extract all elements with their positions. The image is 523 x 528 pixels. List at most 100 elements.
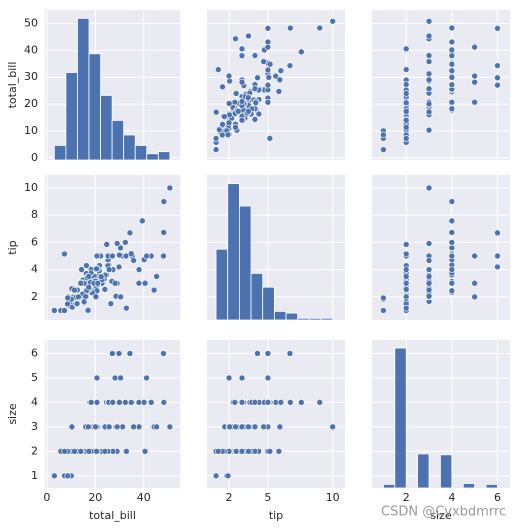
scatter-point [115, 350, 123, 357]
scatter-point [109, 252, 116, 260]
scatter-point [105, 266, 113, 273]
scatter-point [127, 399, 135, 406]
scatter-point [245, 423, 252, 431]
scatter-point [224, 131, 232, 139]
scatter-point [238, 423, 246, 431]
scatter-point [448, 67, 456, 75]
scatter-point [126, 350, 134, 357]
scatter-point [160, 229, 168, 236]
scatter-point [255, 110, 263, 118]
scatter-point [238, 78, 246, 86]
scatter-point [448, 105, 456, 112]
histogram-bar [227, 183, 240, 321]
scatter-point [260, 58, 267, 65]
scatter-point [68, 423, 76, 431]
scatter-point [425, 70, 433, 78]
scatter-point [212, 108, 220, 116]
scatter-point [80, 298, 88, 306]
scatter-point [71, 286, 78, 294]
scatter-point [286, 350, 294, 357]
scatter-point [251, 448, 259, 455]
scatter-point [122, 399, 129, 406]
y-tick-label: 2 [31, 444, 38, 457]
scatter-point [425, 240, 433, 247]
y-tick-label: 3 [31, 420, 38, 433]
scatter-point [123, 304, 130, 312]
scatter-point [101, 448, 109, 455]
scatter-point [402, 99, 410, 107]
scatter-point [232, 423, 239, 431]
scatter-point [425, 266, 433, 273]
scatter-point [93, 399, 101, 406]
y-tick-label: 40 [24, 43, 38, 56]
scatter-point [225, 100, 233, 107]
y-tick-label: 8 [31, 208, 38, 221]
scatter-point [116, 399, 123, 406]
scatter-point [117, 244, 124, 252]
y-tick-label: 6 [31, 346, 38, 359]
scatter-point [251, 85, 259, 93]
scatter-point [212, 146, 220, 153]
scatter-point [275, 88, 283, 95]
scatter-point [51, 472, 58, 480]
scatter-point [135, 279, 143, 287]
y-tick-label: 5 [31, 371, 38, 384]
scatter-point [494, 62, 501, 69]
scatter-point [214, 448, 222, 455]
scatter-point [448, 38, 456, 46]
scatter-point [238, 399, 246, 406]
histogram-bar [273, 310, 287, 321]
scatter-point [402, 66, 410, 73]
scatter-point [380, 131, 387, 139]
y-tick-label: 30 [24, 70, 38, 83]
panel-background [45, 340, 180, 488]
scatter-point [111, 374, 119, 382]
scatter-point [93, 265, 100, 273]
scatter-point [251, 423, 259, 431]
scatter-point [85, 283, 93, 291]
scatter-point [264, 81, 272, 89]
scatter-point [84, 307, 92, 314]
scatter-point [425, 279, 433, 287]
histogram-bar [485, 484, 498, 489]
scatter-point [448, 24, 456, 32]
scatter-point [448, 46, 456, 54]
scatter-point [225, 72, 233, 80]
scatter-point [251, 399, 259, 406]
scatter-point [214, 66, 222, 73]
scatter-point [61, 307, 68, 314]
scatter-point [298, 48, 305, 56]
scatter-point [245, 448, 252, 455]
scatter-point [238, 116, 246, 124]
histogram-bar [123, 134, 136, 161]
scatter-point [160, 399, 168, 406]
y-tick-label: 6 [31, 235, 38, 248]
scatter-point [160, 252, 167, 260]
scatter-point [471, 279, 478, 287]
scatter-point [316, 24, 324, 32]
histogram-bar [88, 53, 101, 161]
scatter-point [448, 217, 456, 225]
histogram-bar [100, 95, 113, 161]
scatter-point [75, 293, 82, 301]
scatter-point [448, 252, 456, 260]
scatter-point [287, 399, 294, 406]
scatter-point [448, 244, 456, 252]
histogram-bar [157, 151, 171, 161]
x-tick-label: 40 [137, 491, 151, 504]
scatter-point [122, 239, 129, 246]
x-tick-label: 0 [43, 491, 50, 504]
y-axis-label: tip [6, 240, 19, 254]
x-tick-label: 4 [448, 491, 455, 504]
scatter-point [84, 423, 92, 431]
scatter-point [264, 25, 272, 32]
scatter-point [218, 131, 226, 139]
scatter-point [448, 239, 456, 246]
scatter-point [85, 273, 93, 280]
histogram-bar [440, 454, 453, 489]
scatter-point [153, 273, 160, 280]
scatter-point [212, 135, 220, 142]
scatter-point [77, 279, 85, 287]
scatter-point [402, 81, 410, 88]
